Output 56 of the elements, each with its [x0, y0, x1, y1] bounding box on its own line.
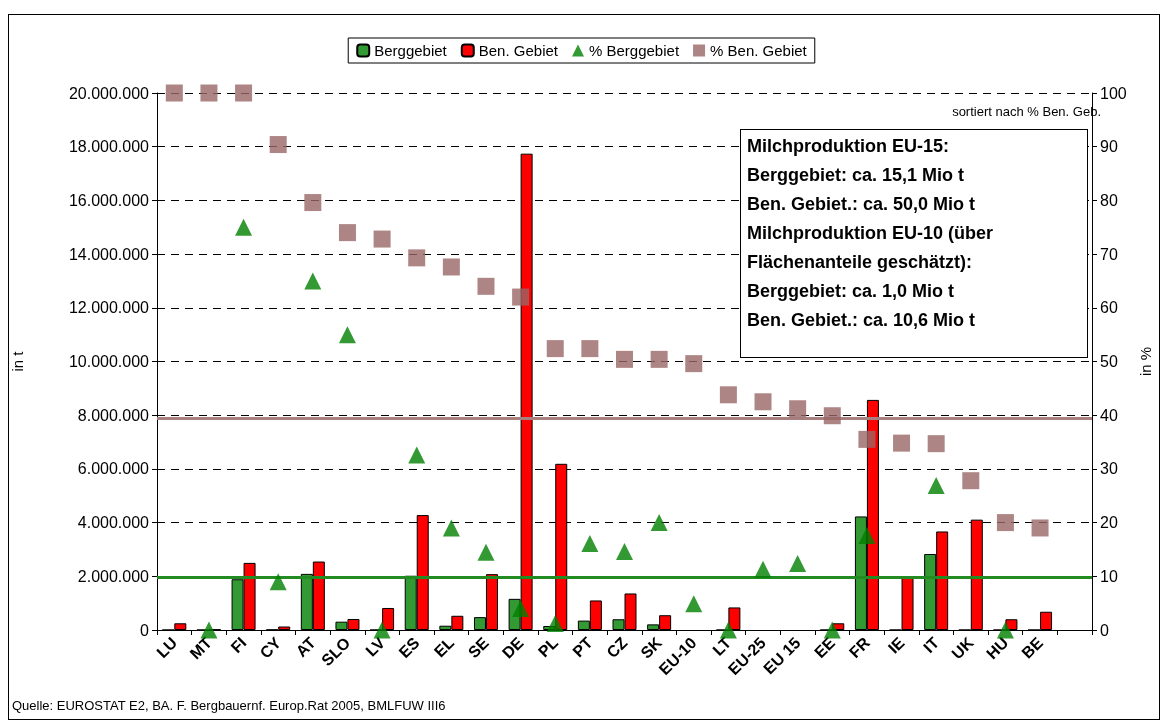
annotation: Berggebiet: ca. 1,0 Mio t: [747, 280, 956, 303]
y2-tick-label: 0: [1100, 621, 1109, 639]
y-tick-label: 8.000.000: [77, 406, 150, 424]
x-tick-label: SE: [464, 633, 493, 662]
y2-tick-label: 50: [1100, 353, 1118, 370]
y2-tick-label: 30: [1100, 460, 1118, 478]
annotation: Berggebiet: ca. 15,1 Mio t: [747, 164, 966, 187]
y-tick-label: 6.000.000: [77, 460, 150, 478]
y-tick-label: 16.000.000: [68, 191, 150, 209]
x-tick-label: LT: [709, 633, 735, 659]
x-tick-label: CY: [256, 633, 285, 662]
x-tick-label: PT: [569, 633, 597, 661]
y2-tick-label: 10: [1100, 567, 1118, 585]
y-tick-label: 0: [140, 621, 150, 639]
y2-tick-label: 80: [1100, 191, 1118, 209]
x-tick-label: FI: [227, 633, 250, 657]
x-tick-label: MT: [186, 633, 216, 663]
y-tick-label: 2.000.000: [77, 567, 150, 585]
annotation: Ben. Gebiet.: ca. 50,0 Mio t: [747, 193, 977, 216]
x-tick-label: AT: [292, 633, 320, 661]
x-tick-label: EL: [430, 633, 458, 661]
x-tick-label: CZ: [603, 633, 631, 662]
x-tick-label: BE: [1018, 633, 1047, 662]
y-tick-label: 18.000.000: [68, 138, 150, 156]
y2-axis-title: in %: [1136, 346, 1154, 377]
x-tick-label: LU: [153, 633, 181, 662]
x-tick-label: ES: [395, 633, 423, 662]
x-tick-label: IE: [884, 633, 908, 657]
x-tick-label: LV: [362, 633, 389, 660]
y-tick-label: 20.000.000: [68, 84, 150, 102]
x-tick-label: EE: [811, 633, 839, 662]
source-note: Quelle: EUROSTAT E2, BA. F. Bergbauernf. Europ.Rat 2005, BMLFUW III6: [12, 698, 446, 713]
annotation: Milchproduktion EU-15:: [747, 135, 950, 158]
legend-label: Berggebiet: [374, 42, 448, 59]
y-tick-label: 14.000.000: [68, 245, 150, 263]
x-tick-label: HU: [983, 633, 1012, 663]
y2-tick-label: 20: [1100, 514, 1118, 532]
y2-tick-label: 100: [1100, 84, 1127, 102]
y-tick-label: 12.000.000: [68, 299, 150, 317]
y2-tick-label: 40: [1100, 406, 1118, 424]
y2-tick-label: 70: [1100, 245, 1118, 263]
x-tick-label: IT: [920, 633, 943, 657]
y2-tick-label: 60: [1100, 299, 1118, 317]
y-axis-title: in t: [9, 350, 26, 372]
x-tick-label: FR: [845, 633, 874, 662]
legend-label: % Berggebiet: [589, 42, 680, 59]
legend-label: Ben. Gebiet: [478, 42, 559, 59]
x-tick-label: DE: [498, 633, 527, 662]
x-tick-label: UK: [948, 633, 978, 663]
y-tick-label: 4.000.000: [77, 514, 150, 532]
legend-label: % Ben. Gebiet: [710, 42, 808, 59]
annotation: Ben. Gebiet.: ca. 10,6 Mio t: [747, 309, 977, 332]
x-tick-label: PL: [534, 633, 562, 661]
y2-tick-label: 90: [1100, 138, 1118, 156]
annotation: Milchproduktion EU-10 (über Flächenanteile geschätzt):: [747, 222, 994, 274]
y-tick-label: 10.000.000: [68, 353, 150, 370]
